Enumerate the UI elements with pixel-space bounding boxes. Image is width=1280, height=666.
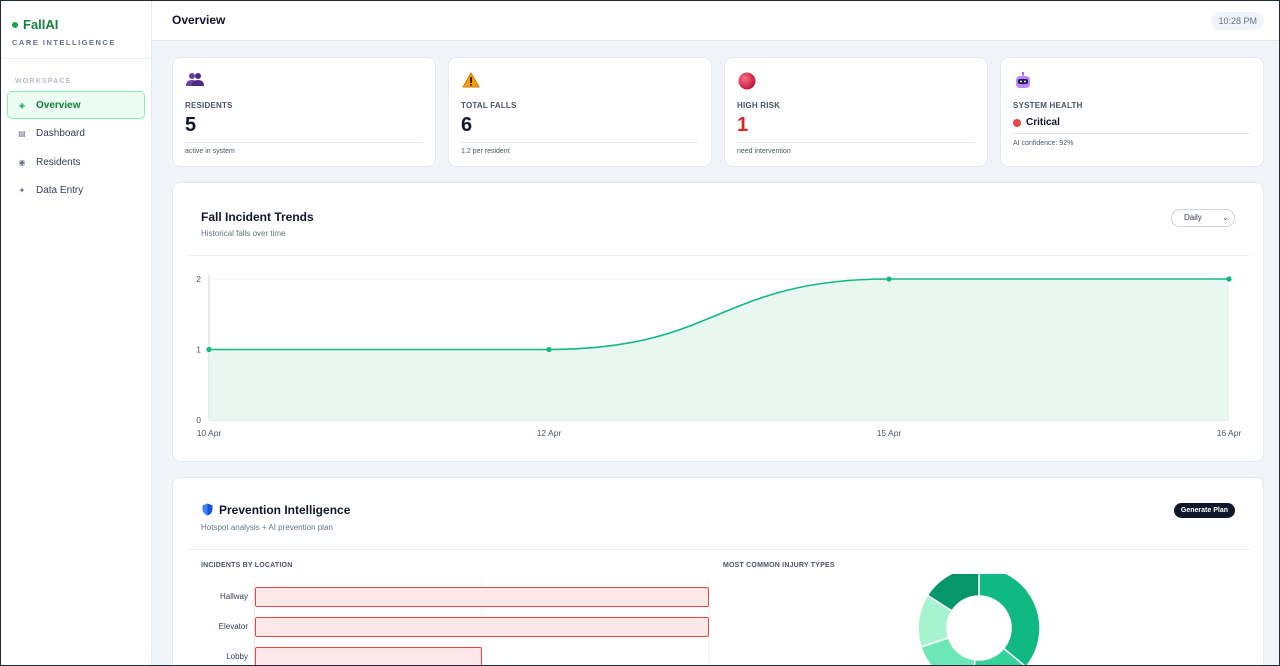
y-tick-label: 0	[196, 415, 201, 425]
stat-sub: need intervention	[737, 148, 791, 155]
status-dot-icon	[1013, 118, 1021, 127]
stat-label: RESIDENTS	[185, 101, 233, 110]
brand-subtitle: CARE INTELLIGENCE	[12, 38, 116, 47]
sidebar-item-data-entry[interactable]: ✦ Data Entry	[7, 177, 145, 205]
sidebar-item-label: Data Entry	[36, 185, 84, 196]
brand: FallAI CARE INTELLIGENCE	[1, 1, 151, 59]
sidebar: FallAI CARE INTELLIGENCE WORKSPACE ◈ Ove…	[1, 1, 152, 665]
generate-plan-button[interactable]: Generate Plan	[1173, 503, 1235, 518]
stat-divider	[1013, 133, 1250, 134]
bar-axis	[254, 582, 255, 665]
trend-area	[209, 279, 1229, 420]
stat-label: HIGH RISK	[737, 101, 781, 110]
stat-card-system-health: SYSTEM HEALTH Critical AI confidence: 92…	[1000, 57, 1264, 167]
y-tick-label: 1	[196, 345, 201, 355]
sidebar-item-label: Overview	[36, 99, 81, 111]
stat-label: TOTAL FALLS	[461, 101, 517, 110]
x-tick-label: 10 Apr	[197, 428, 222, 438]
page-title: Overview	[172, 13, 226, 27]
data-point	[206, 346, 212, 353]
x-tick-label: 15 Apr	[877, 428, 902, 438]
health-status-text: Critical	[1026, 117, 1060, 128]
sidebar-item-label: Dashboard	[36, 128, 85, 139]
data-point	[886, 276, 892, 282]
donut-slice	[978, 574, 1041, 665]
health-status: Critical	[1013, 117, 1060, 128]
trend-chart: 0 1 2 10 Apr 12 Apr 15 Apr 16 Apr	[196, 274, 1242, 438]
overview-icon: ◈	[18, 100, 26, 110]
stat-value: 5	[185, 114, 197, 136]
period-select[interactable]: Daily ⌄	[1171, 209, 1235, 227]
prevention-title: Prevention Intelligence	[219, 503, 351, 517]
brand-name: FallAI	[23, 17, 59, 32]
donut-slice	[926, 574, 980, 612]
workspace-label: WORKSPACE	[15, 78, 72, 85]
trend-divider	[186, 255, 1250, 256]
sidebar-item-label: Residents	[36, 156, 81, 168]
residents-icon: ◉	[18, 157, 26, 167]
location-bar	[255, 617, 709, 637]
stat-card-high-risk: HIGH RISK 1 need intervention	[724, 57, 988, 167]
sidebar-nav: ◈ Overview ▤ Dashboard ◉ Residents ✦ Dat…	[1, 91, 151, 205]
location-label: Hallway	[219, 592, 248, 601]
dashboard-icon: ▤	[18, 129, 26, 138]
sidebar-item-overview[interactable]: ◈ Overview	[7, 91, 145, 119]
prevention-subtitle: Hotspot analysis + AI prevention plan	[201, 523, 333, 532]
stat-label: SYSTEM HEALTH	[1013, 101, 1083, 110]
y-tick-label: 2	[196, 274, 201, 284]
location-label: Lobby	[226, 652, 248, 661]
stat-divider	[461, 142, 698, 143]
chevron-down-icon: ⌄	[1222, 213, 1229, 222]
stat-value: 6	[461, 114, 473, 136]
shield-icon	[202, 503, 213, 519]
data-point	[546, 346, 552, 353]
period-select-value: Daily	[1184, 213, 1202, 222]
sidebar-item-dashboard[interactable]: ▤ Dashboard	[7, 120, 145, 148]
topbar: Overview 10:28 PM	[152, 1, 1279, 41]
stat-sub: active in system	[185, 148, 235, 155]
locations-label: INCIDENTS BY LOCATION	[201, 562, 293, 569]
location-label: Elevator	[218, 622, 248, 631]
stat-sub: 1.2 per resident	[461, 148, 510, 155]
stat-sub: AI confidence: 92%	[1013, 140, 1074, 147]
stat-divider	[185, 142, 422, 143]
prevention-divider	[186, 549, 1250, 550]
trend-line	[208, 278, 1229, 351]
data-point	[1226, 276, 1232, 282]
stat-card-residents: RESIDENTS 5 active in system	[172, 57, 436, 167]
people-icon	[186, 73, 204, 86]
brand-dot-icon	[12, 21, 18, 28]
injury-donut-chart	[917, 574, 1041, 665]
injury-types-label: MOST COMMON INJURY TYPES	[723, 562, 835, 569]
sidebar-item-residents[interactable]: ◉ Residents	[7, 148, 145, 176]
donut-slice	[973, 647, 1025, 665]
prevention-card: Prevention Intelligence Hotspot analysis…	[172, 477, 1264, 665]
warning-icon	[462, 72, 480, 88]
location-bar	[255, 587, 709, 607]
clock-badge: 10:28 PM	[1211, 12, 1264, 30]
trend-title: Fall Incident Trends	[201, 210, 314, 224]
stat-value: 1	[737, 114, 749, 136]
x-tick-label: 12 Apr	[537, 428, 562, 438]
stat-card-total-falls: TOTAL FALLS 6 1.2 per resident	[448, 57, 712, 167]
stat-divider	[737, 142, 974, 143]
data-entry-icon: ✦	[18, 186, 26, 195]
location-bar	[255, 647, 482, 665]
trend-subtitle: Historical falls over time	[201, 229, 286, 238]
red-circle-icon	[738, 72, 756, 90]
trend-card: Fall Incident Trends Historical falls ov…	[172, 182, 1264, 462]
robot-icon	[1016, 72, 1030, 88]
x-tick-label: 16 Apr	[1217, 428, 1242, 438]
